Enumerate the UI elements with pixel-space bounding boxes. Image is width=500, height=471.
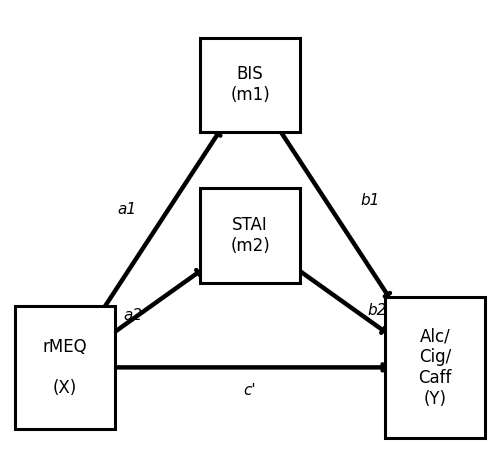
- Text: Alc/
Cig/
Caff
(Y): Alc/ Cig/ Caff (Y): [418, 327, 452, 407]
- Text: c': c': [244, 383, 256, 398]
- Text: b1: b1: [360, 193, 380, 208]
- FancyBboxPatch shape: [200, 188, 300, 283]
- FancyBboxPatch shape: [15, 306, 115, 429]
- Text: STAI
(m2): STAI (m2): [230, 216, 270, 255]
- Text: a1: a1: [118, 202, 137, 217]
- FancyBboxPatch shape: [385, 297, 485, 438]
- Text: b2: b2: [368, 303, 387, 318]
- FancyBboxPatch shape: [200, 38, 300, 132]
- Text: rMEQ

(X): rMEQ (X): [42, 338, 88, 397]
- Text: a2: a2: [123, 308, 142, 323]
- Text: BIS
(m1): BIS (m1): [230, 65, 270, 104]
